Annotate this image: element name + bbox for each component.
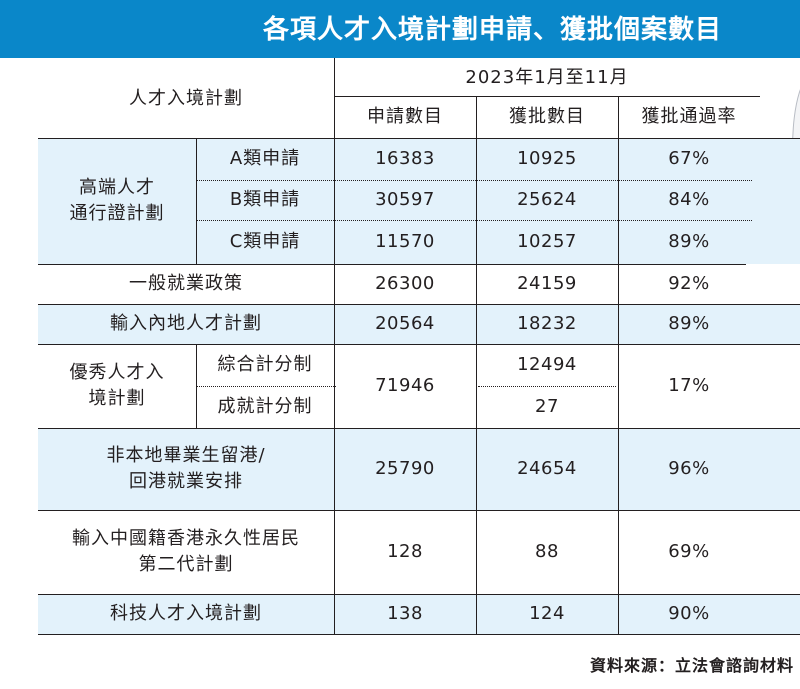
dotted-rule (478, 386, 616, 387)
group-qmas-line2: 境計劃 (88, 388, 146, 409)
row-c-apps: 11570 (375, 231, 435, 252)
row-qmas-appr-achievement: 27 (535, 396, 559, 417)
group-irnd: 非本地畢業生留港/ 回港就業安排 (38, 428, 334, 510)
table-title: 各項人才入境計劃申請、獲批個案數目 (262, 15, 722, 45)
group-admission: 輸入中國籍香港永久性居民 第二代計劃 (38, 510, 334, 594)
col-rule (196, 138, 197, 264)
title-bar (0, 0, 800, 58)
row-b-rate: 84% (668, 189, 710, 210)
header-applications: 申請數目 (367, 106, 443, 127)
header-period: 2023年1月至11月 (465, 67, 629, 88)
row-gep-apps: 26300 (375, 273, 435, 294)
row-c-label: C類申請 (229, 231, 301, 252)
row-qmas-appr-general: 12494 (517, 354, 577, 375)
row-a-rate: 67% (668, 148, 710, 169)
shade-ttps (38, 138, 800, 264)
row-techtas-label: 科技人才入境計劃 (110, 603, 262, 624)
row-a-appr: 10925 (517, 148, 577, 169)
row-gep-rate: 92% (668, 273, 710, 294)
row-a-label: A類申請 (229, 148, 301, 169)
row-c-appr: 10257 (517, 231, 577, 252)
row-admission-appr: 88 (535, 541, 559, 562)
row-admission-apps: 128 (387, 541, 423, 562)
row-b-apps: 30597 (375, 189, 435, 210)
row-irnd-apps: 25790 (375, 458, 435, 479)
row-qmas-rate: 17% (668, 375, 710, 396)
row-asmtp-appr: 18232 (517, 313, 577, 334)
col-rule (196, 344, 197, 428)
header-approvals: 獲批數目 (509, 106, 585, 127)
row-b-appr: 25624 (517, 189, 577, 210)
group-admission-line2: 第二代計劃 (138, 554, 234, 575)
row-gep-label: 一般就業政策 (129, 273, 243, 294)
row-irnd-rate: 96% (668, 458, 710, 479)
row-asmtp-rate: 89% (668, 313, 710, 334)
rule (38, 264, 746, 265)
row-c-rate: 89% (668, 231, 710, 252)
row-techtas-apps: 138 (387, 603, 423, 624)
row-qmas-general-label: 綜合計分制 (217, 354, 313, 375)
row-irnd-appr: 24654 (517, 458, 577, 479)
row-gep-appr: 24159 (517, 273, 577, 294)
rule (38, 344, 800, 345)
col-rule (334, 58, 335, 634)
rule (38, 634, 800, 635)
group-irnd-line2: 回港就業安排 (129, 471, 243, 492)
row-techtas-rate: 90% (668, 603, 710, 624)
rule (38, 510, 800, 511)
header-rate: 獲批通過率 (641, 106, 737, 127)
shade-asmtp (38, 304, 800, 344)
row-asmtp-apps: 20564 (375, 313, 435, 334)
row-qmas-achievement-label: 成就計分制 (217, 396, 313, 417)
row-techtas-appr: 124 (529, 603, 565, 624)
dotted-rule (196, 180, 752, 181)
shade-techtas (38, 594, 800, 634)
rule (38, 594, 800, 595)
source-note: 資料來源：立法會諮詢材料 (589, 656, 794, 675)
dotted-rule (196, 220, 752, 221)
rule (38, 428, 800, 429)
group-ttps-line2: 通行證計劃 (69, 203, 165, 224)
shade-irnd (38, 428, 800, 510)
group-qmas: 優秀人才入 境計劃 (38, 344, 196, 428)
rule (334, 96, 760, 97)
group-irnd-line1: 非本地畢業生留港/ (106, 445, 266, 466)
rule (38, 304, 800, 305)
dotted-rule (196, 386, 336, 387)
row-qmas-apps: 71946 (375, 375, 435, 396)
group-ttps: 高端人才 通行證計劃 (38, 138, 196, 264)
row-a-apps: 16383 (375, 148, 435, 169)
row-asmtp-label: 輸入內地人才計劃 (110, 313, 262, 334)
rule (38, 138, 800, 139)
row-admission-rate: 69% (668, 541, 710, 562)
group-admission-line1: 輸入中國籍香港永久性居民 (72, 528, 300, 549)
group-ttps-line1: 高端人才 (79, 177, 155, 198)
row-b-label: B類申請 (229, 189, 301, 210)
col-rule (618, 96, 619, 634)
col-rule (476, 96, 477, 634)
header-scheme: 人才入境計劃 (129, 88, 243, 109)
group-qmas-line1: 優秀人才入 (69, 362, 165, 383)
